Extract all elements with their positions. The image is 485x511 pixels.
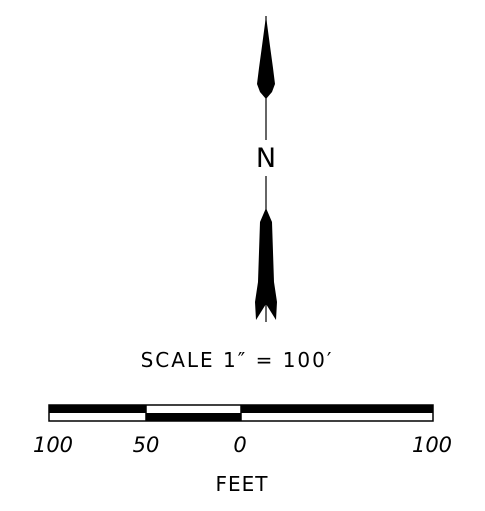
north-arrow-tail — [255, 208, 277, 320]
scale-segment-0-100 — [241, 405, 433, 413]
scale-tick-label: 50 — [133, 433, 160, 457]
scale-units-label: FEET — [216, 472, 269, 496]
scale-tick-label: 100 — [412, 433, 452, 457]
north-label: N — [256, 143, 276, 174]
scale-segment-50-0 — [146, 413, 241, 421]
scale-tick-label: 0 — [233, 433, 246, 457]
scale-tick-label: 100 — [33, 433, 73, 457]
scale-segment-100-50 — [49, 405, 146, 413]
north-arrow: N — [255, 16, 277, 322]
north-arrow-head — [257, 16, 275, 99]
scale-bar — [48, 404, 434, 422]
scale-label: SCALE 1″ = 100′ — [141, 348, 334, 372]
